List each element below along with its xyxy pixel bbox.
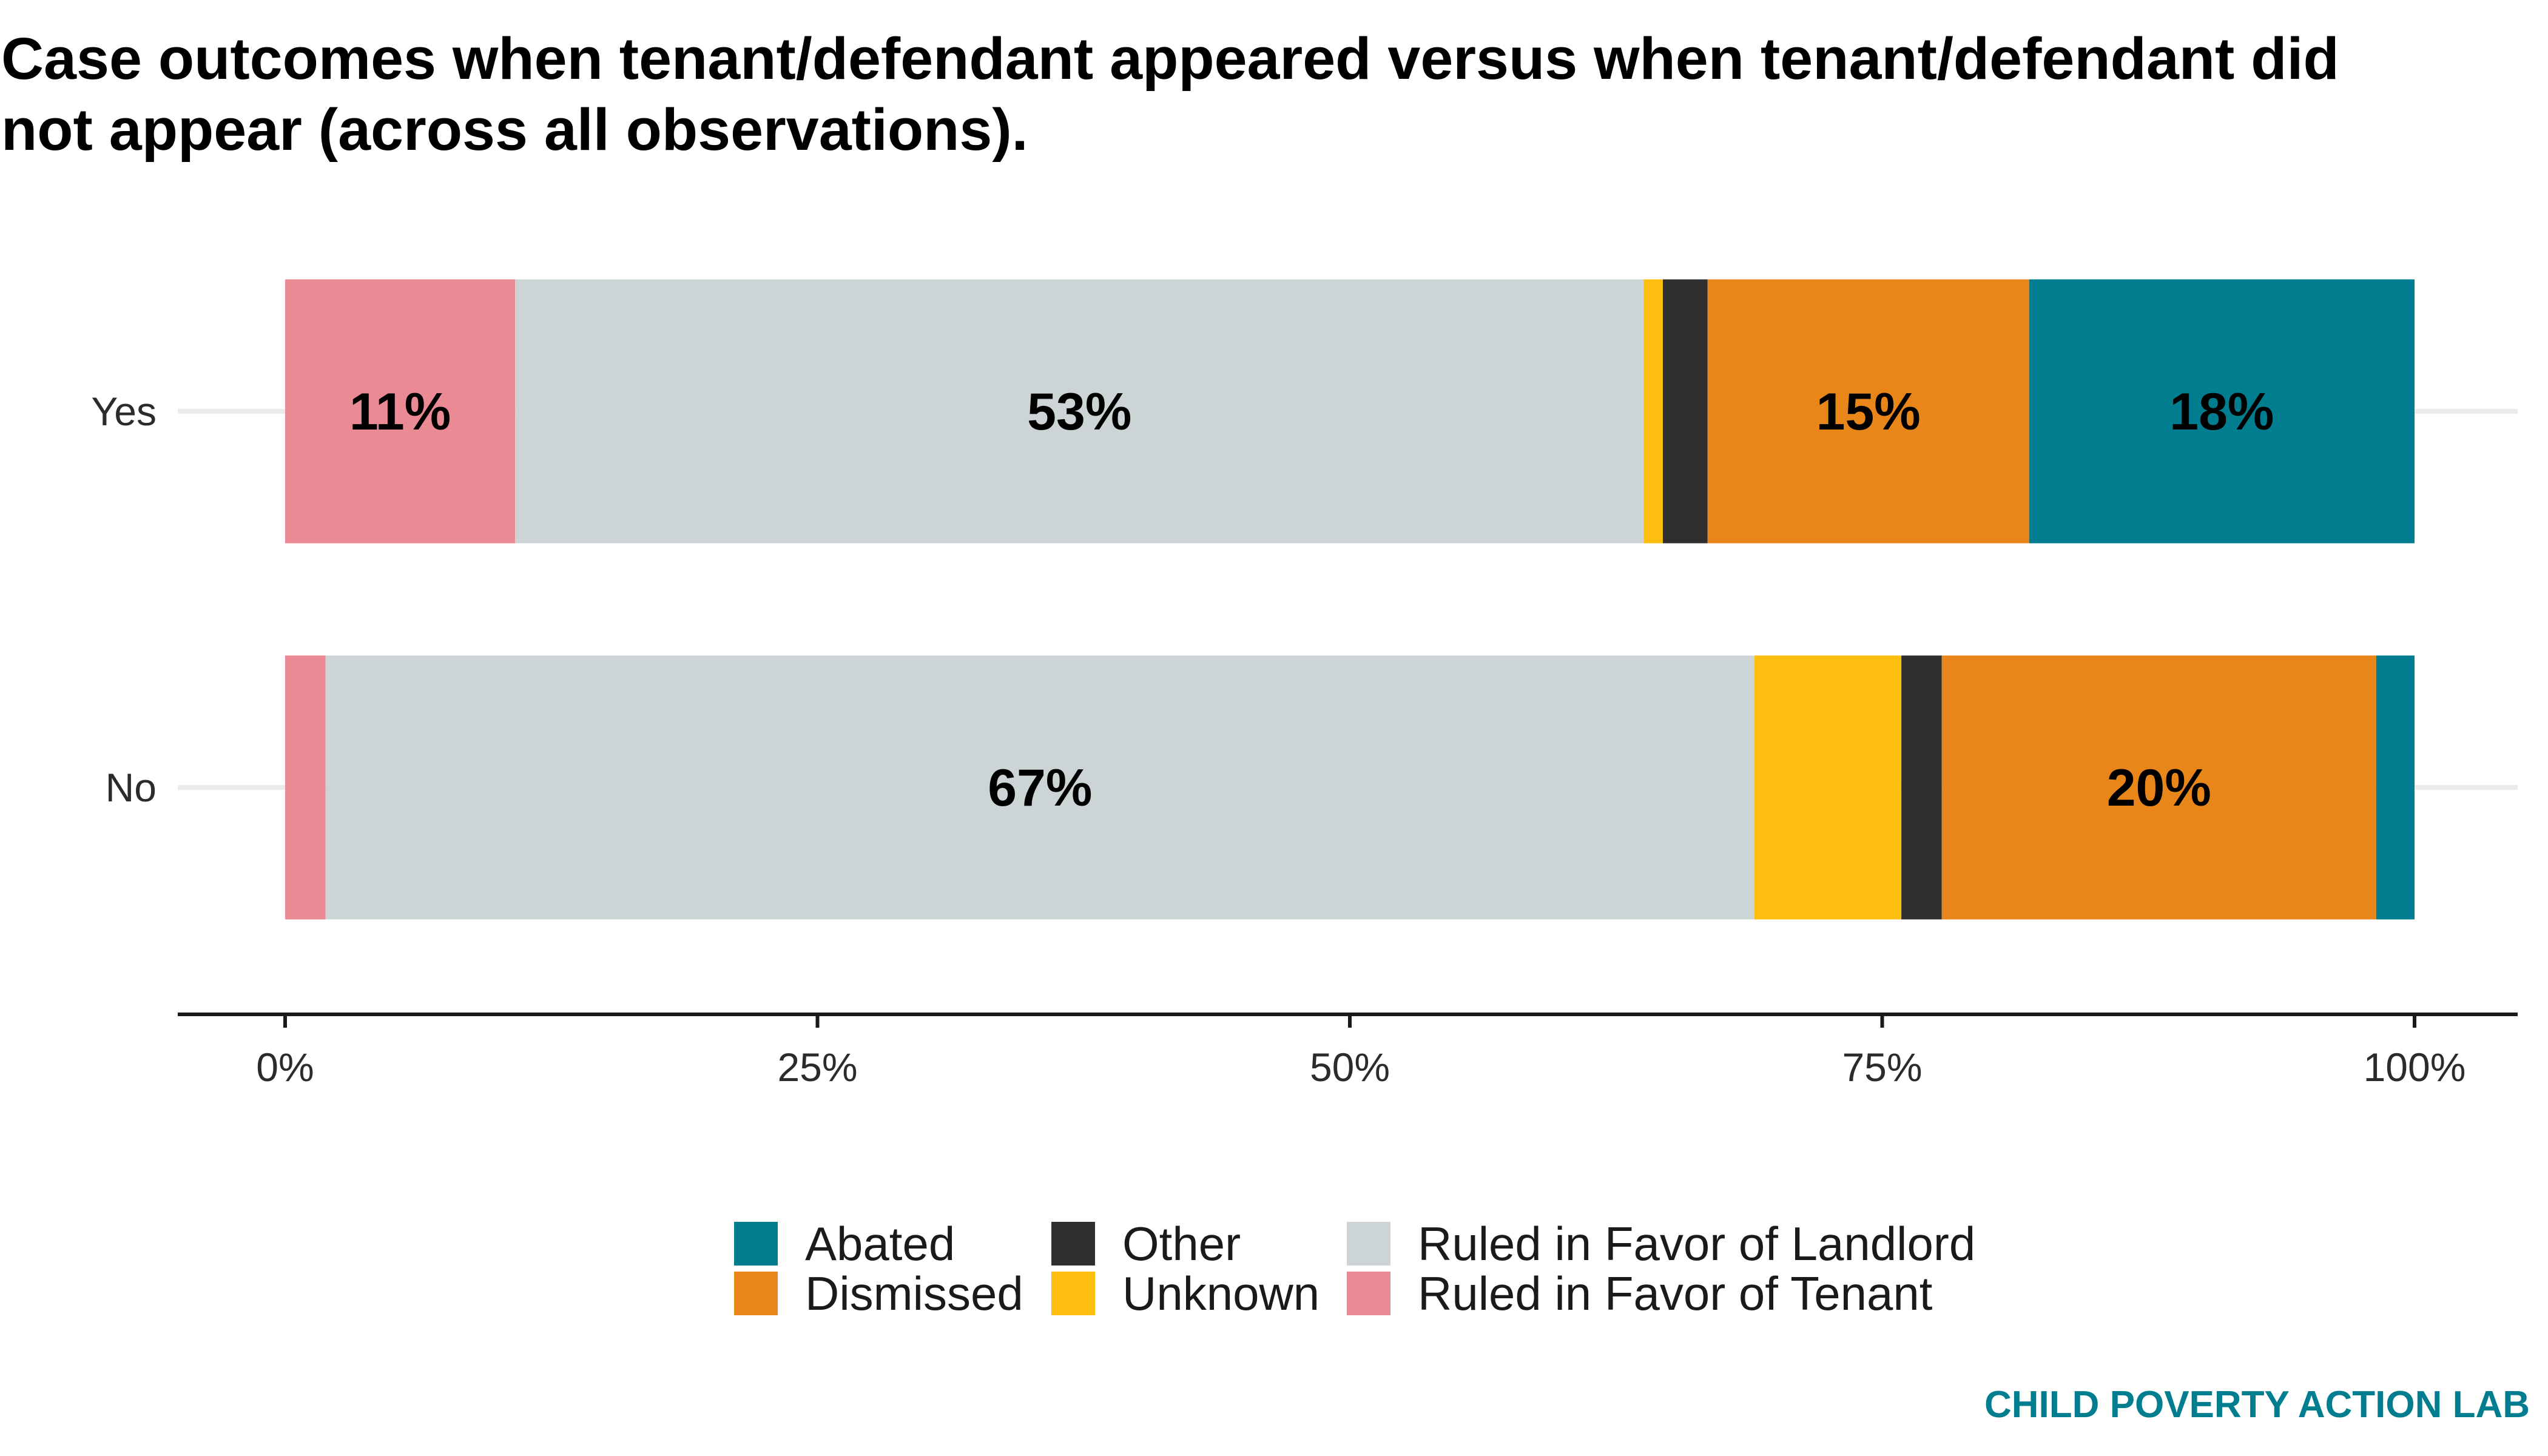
chart-title: Case outcomes when tenant/defendant appe… [1,25,2339,163]
bar-yes-unknown [1643,279,1663,544]
x-tick-label: 25% [777,1045,857,1090]
x-tick-label: 50% [1310,1045,1390,1090]
legend-label-other: Other [1122,1217,1241,1270]
bar-no-ruled-in-favor-of-landlord [325,655,1754,920]
bar-yes-ruled-in-favor-of-landlord [515,279,1644,544]
x-tick-label: 0% [256,1045,314,1090]
x-tick-label: 75% [1842,1045,1922,1090]
bar-label-yes-ruled-in-favor-of-tenant: 11% [349,383,451,441]
bar-label-yes-dismissed: 15% [1816,383,1921,441]
bar-yes-ruled-in-favor-of-tenant [285,279,516,544]
bar-label-yes-abated: 18% [2169,383,2274,441]
legend-label-abated: Abated [805,1217,955,1270]
legend-label-ruled-in-favor-of-tenant: Ruled in Favor of Tenant [1418,1267,1933,1320]
bar-label-yes-ruled-in-favor-of-landlord: 53% [1027,383,1131,441]
source-credit: CHILD POVERTY ACTION LAB [1984,1384,2530,1426]
legend-label-unknown: Unknown [1122,1267,1320,1320]
bar-no-other [1901,655,1942,920]
bar-yes-abated [2029,279,2415,544]
legend-label-dismissed: Dismissed [805,1267,1023,1320]
legend-key-ruled-in-favor-of-landlord [1347,1222,1390,1266]
bar-no-unknown [1754,655,1902,920]
legend-key-unknown [1051,1272,1095,1315]
bar-no-abated [2376,655,2415,920]
legend-label-ruled-in-favor-of-landlord: Ruled in Favor of Landlord [1418,1217,1975,1270]
y-tick-label-yes: Yes [91,389,157,434]
legend-key-ruled-in-favor-of-tenant [1347,1272,1390,1315]
legend-key-abated [734,1222,778,1266]
bar-label-no-dismissed: 20% [2107,759,2211,817]
bar-no-dismissed [1941,655,2376,920]
bar-label-no-ruled-in-favor-of-landlord: 67% [988,759,1092,817]
legend-key-other [1051,1222,1095,1266]
y-tick-label-no: No [106,765,157,810]
legend-key-dismissed [734,1272,778,1315]
bar-yes-other [1662,279,1708,544]
bar-yes-dismissed [1707,279,2029,544]
x-tick-label: 100% [2364,1045,2466,1090]
bar-no-ruled-in-favor-of-tenant [285,655,326,920]
